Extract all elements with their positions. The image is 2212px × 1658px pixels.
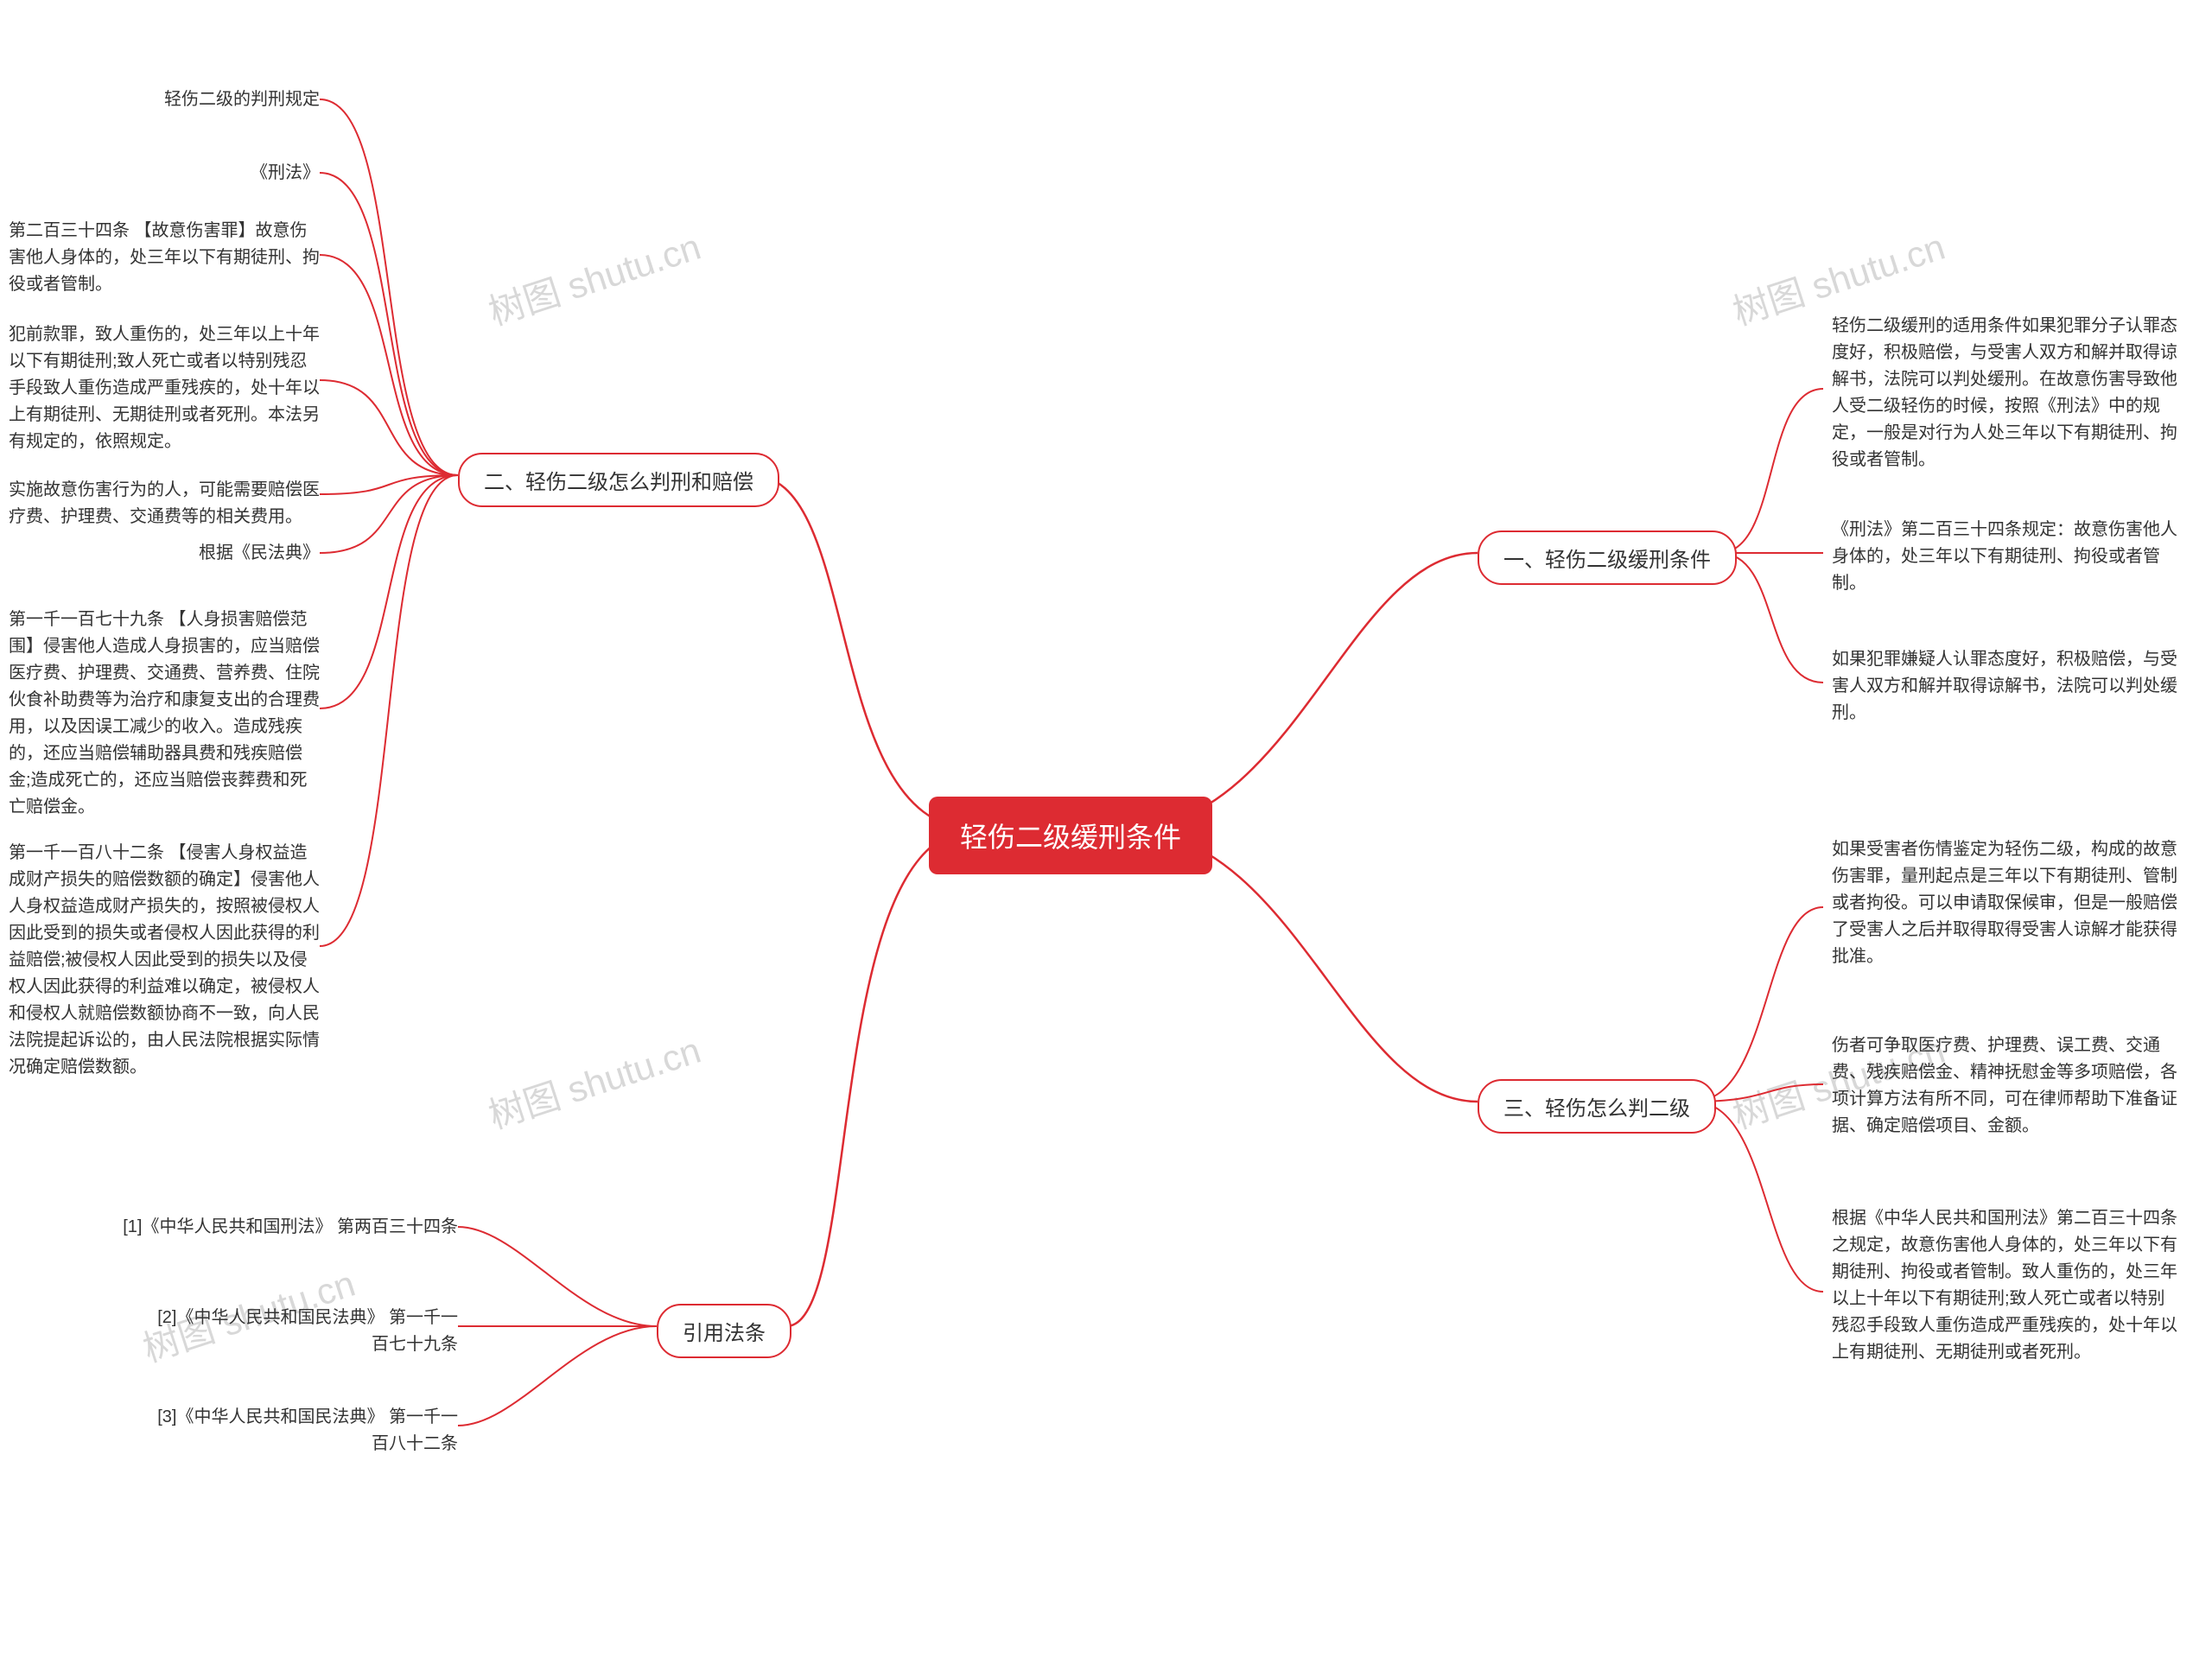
branch-2-leaf-5: 根据《民法典》: [186, 540, 320, 567]
watermark: 树图 shutu.cn: [481, 1021, 707, 1140]
branch-3: 三、轻伤怎么判二级: [1478, 1079, 1716, 1134]
branch-3-leaf-2: 根据《中华人民共和国刑法》第二百三十四条之规定，故意伤害他人身体的，处三年以下有…: [1832, 1205, 2177, 1366]
watermark: 树图 shutu.cn: [481, 218, 707, 336]
branch-2-leaf-7: 第一千一百八十二条 【侵害人身权益造成财产损失的赔偿数额的确定】侵害他人人身权益…: [9, 840, 320, 1081]
branch-1-leaf-0: 轻伤二级缓刑的适用条件如果犯罪分子认罪态度好，积极赔偿，与受害人双方和解并取得谅…: [1832, 313, 2177, 473]
branch-4-leaf-2: [3]《中华人民共和国民法典》 第一千一百八十二条: [143, 1404, 458, 1458]
branch-4-leaf-1: [2]《中华人民共和国民法典》 第一千一百七十九条: [143, 1305, 458, 1358]
branch-3-leaf-0: 如果受害者伤情鉴定为轻伤二级，构成的故意伤害罪，量刑起点是三年以下有期徒刑、管制…: [1832, 836, 2177, 970]
branch-1: 一、轻伤二级缓刑条件: [1478, 530, 1737, 585]
branch-2-leaf-3: 犯前款罪，致人重伤的，处三年以上十年以下有期徒刑;致人死亡或者以特别残忍手段致人…: [9, 321, 320, 455]
branch-4: 引用法条: [657, 1304, 791, 1358]
branch-2: 二、轻伤二级怎么判刑和赔偿: [458, 453, 779, 507]
mindmap-center: 轻伤二级缓刑条件: [929, 797, 1212, 874]
branch-2-leaf-4: 实施故意伤害行为的人，可能需要赔偿医疗费、护理费、交通费等的相关费用。: [9, 477, 320, 530]
branch-2-leaf-6: 第一千一百七十九条 【人身损害赔偿范围】侵害他人造成人身损害的，应当赔偿医疗费、…: [9, 607, 320, 821]
branch-1-leaf-1: 《刑法》第二百三十四条规定：故意伤害他人身体的，处三年以下有期徒刑、拘役或者管制…: [1832, 517, 2177, 597]
branch-1-leaf-2: 如果犯罪嫌疑人认罪态度好，积极赔偿，与受害人双方和解并取得谅解书，法院可以判处缓…: [1832, 646, 2177, 727]
branch-2-leaf-2: 第二百三十四条 【故意伤害罪】故意伤害他人身体的，处三年以下有期徒刑、拘役或者管…: [9, 218, 320, 298]
branch-2-leaf-1: 《刑法》: [246, 160, 320, 187]
branch-2-leaf-0: 轻伤二级的判刑规定: [151, 86, 320, 113]
branch-4-leaf-0: [1]《中华人民共和国刑法》 第两百三十四条: [121, 1214, 458, 1241]
branch-3-leaf-1: 伤者可争取医疗费、护理费、误工费、交通费、残疾赔偿金、精神抚慰金等多项赔偿，各项…: [1832, 1032, 2177, 1140]
